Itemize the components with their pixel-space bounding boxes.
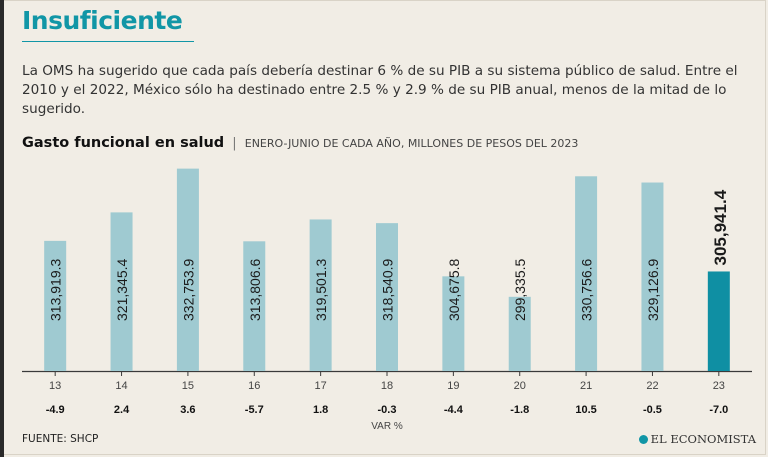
x-tick-label-23: 23 bbox=[713, 380, 725, 392]
intro-text: La OMS ha sugerido que cada país debería… bbox=[22, 63, 738, 117]
x-tick-label-22: 22 bbox=[646, 380, 658, 392]
bar-value-label-17: 319,501.3 bbox=[313, 259, 329, 321]
bar-14 bbox=[110, 212, 133, 371]
x-tick-label-13: 13 bbox=[49, 380, 61, 392]
bar-19 bbox=[442, 276, 465, 371]
bar-22 bbox=[641, 182, 664, 371]
bar-20 bbox=[508, 296, 531, 371]
var-axis-label: VAR % bbox=[371, 421, 403, 432]
bar-value-label-21: 330,756.6 bbox=[579, 259, 595, 321]
logo-text: EL ECONOMISTA bbox=[650, 432, 756, 446]
var-label-15: 3.6 bbox=[180, 404, 195, 416]
x-tick-label-21: 21 bbox=[580, 380, 592, 392]
bar-21 bbox=[575, 176, 598, 371]
var-label-21: 10.5 bbox=[575, 404, 596, 416]
x-tick-label-16: 16 bbox=[248, 380, 260, 392]
chart-heading: Gasto funcional en salud | ENERO-JUNIO D… bbox=[22, 132, 578, 151]
bar-value-label-20: 299,335.5 bbox=[512, 259, 528, 321]
bar-17 bbox=[309, 219, 332, 371]
bar-value-label-19: 304,675.8 bbox=[446, 259, 462, 321]
var-label-19: -4.4 bbox=[444, 404, 464, 416]
var-label-16: -5.7 bbox=[245, 404, 264, 416]
x-tick-label-14: 14 bbox=[115, 380, 127, 392]
bar-value-label-14: 321,345.4 bbox=[114, 259, 130, 321]
bar-value-label-23: 305,941.4 bbox=[711, 189, 730, 265]
headline-rule bbox=[22, 41, 194, 42]
bar-value-label-18: 318,540.9 bbox=[380, 259, 396, 321]
bar-15 bbox=[176, 168, 199, 371]
bar-23 bbox=[707, 271, 730, 371]
var-label-20: -1.8 bbox=[510, 404, 529, 416]
source-note: FUENTE: SHCP bbox=[22, 433, 99, 445]
chart-title: Gasto funcional en salud bbox=[22, 135, 225, 151]
bar-16 bbox=[243, 241, 266, 371]
var-label-14: 2.4 bbox=[114, 404, 130, 416]
chart-subtitle: ENERO-JUNIO DE CADA AÑO, MILLONES DE PES… bbox=[244, 137, 579, 150]
var-label-22: -0.5 bbox=[643, 404, 662, 416]
bar-value-label-16: 313,806.6 bbox=[247, 259, 263, 321]
publisher-logo: EL ECONOMISTA bbox=[638, 432, 756, 446]
var-label-23: -7.0 bbox=[709, 404, 728, 416]
x-tick-label-17: 17 bbox=[315, 380, 327, 392]
bar-value-label-22: 329,126.9 bbox=[645, 259, 661, 321]
logo-dot-icon bbox=[638, 435, 648, 444]
var-label-13: -4.9 bbox=[46, 404, 65, 416]
bar-value-label-13: 313,919.3 bbox=[48, 259, 64, 321]
chart-title-separator: | bbox=[232, 136, 237, 151]
var-label-18: -0.3 bbox=[378, 404, 397, 416]
bar-value-label-15: 332,753.9 bbox=[180, 259, 196, 321]
x-tick-label-18: 18 bbox=[381, 380, 393, 392]
left-accent-bar bbox=[0, 0, 4, 457]
headline: Insuficiente bbox=[22, 6, 183, 35]
var-label-17: 1.8 bbox=[313, 404, 328, 416]
bar-13 bbox=[44, 240, 67, 371]
x-tick-label-20: 20 bbox=[514, 380, 526, 392]
x-tick-label-19: 19 bbox=[447, 380, 459, 392]
x-tick-label-15: 15 bbox=[182, 380, 194, 392]
bar-18 bbox=[376, 223, 398, 371]
